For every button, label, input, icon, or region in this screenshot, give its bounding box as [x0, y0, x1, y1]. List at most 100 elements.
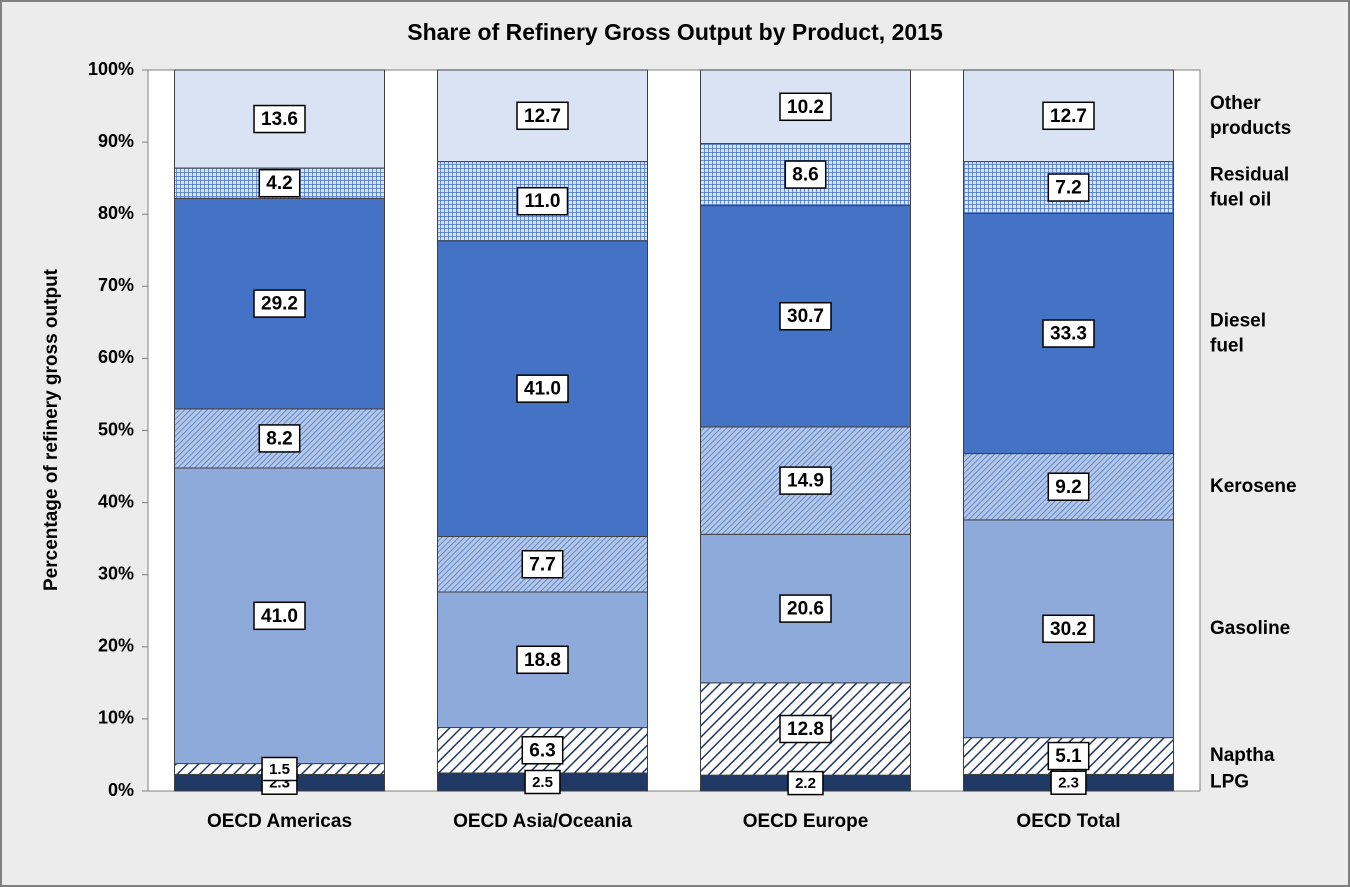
data-label: 2.2 [787, 770, 824, 796]
data-label-text: 30.7 [787, 306, 824, 327]
legend-label: Gasoline [1210, 618, 1290, 639]
data-label: 4.2 [258, 168, 301, 198]
data-label-text: 8.2 [266, 428, 292, 449]
data-label-box [253, 601, 306, 631]
data-label-box [1047, 741, 1090, 771]
data-label-box [779, 301, 832, 331]
data-label: 11.0 [516, 186, 569, 216]
data-label: 1.5 [261, 756, 298, 782]
data-label-text: 14.9 [787, 471, 824, 492]
data-label: 30.7 [779, 301, 832, 331]
data-label-box [1050, 770, 1087, 795]
data-label: 30.2 [1042, 614, 1095, 644]
data-label-text: 4.2 [266, 173, 292, 194]
data-label: 13.6 [253, 104, 306, 134]
data-label-text: 2.5 [532, 774, 553, 791]
data-label-box [516, 374, 569, 403]
data-label-box [516, 645, 569, 675]
data-label-box [521, 736, 564, 765]
data-label: 33.3 [1042, 319, 1095, 348]
chart-title: Share of Refinery Gross Output by Produc… [407, 19, 943, 45]
data-label-text: 29.2 [261, 294, 298, 315]
data-label-box [261, 756, 298, 782]
legend-label: Other products [1210, 93, 1291, 139]
y-tick-label: 10% [98, 708, 134, 728]
data-label-text: 6.3 [529, 740, 555, 761]
data-label-text: 9.2 [1055, 477, 1081, 498]
x-tick-label: OECD Asia/Oceania [453, 811, 632, 832]
y-tick-label: 100% [88, 59, 134, 79]
y-axis-title: Percentage of refinery gross output [41, 268, 62, 591]
data-label: 2.5 [524, 769, 561, 795]
data-label-box [253, 289, 306, 318]
legend-label: Naptha [1210, 745, 1275, 766]
data-label: 12.7 [1042, 101, 1095, 131]
data-label: 5.1 [1047, 741, 1090, 771]
data-label-box [779, 714, 832, 744]
x-tick-label: OECD Europe [743, 811, 869, 832]
y-tick-label: 30% [98, 563, 134, 583]
x-tick-label: OECD Americas [207, 811, 352, 832]
data-label-box [1042, 614, 1095, 644]
data-label-box [258, 424, 301, 453]
data-label-text: 2.3 [1058, 775, 1079, 792]
data-label-text: 20.6 [787, 599, 824, 620]
data-label: 20.6 [779, 594, 832, 623]
data-label-box [1047, 173, 1090, 202]
data-label-text: 1.5 [269, 761, 290, 778]
data-label-box [779, 92, 832, 122]
data-label-box [516, 186, 569, 216]
y-tick-label: 80% [98, 203, 134, 223]
data-label-box [779, 594, 832, 623]
data-label-box [779, 466, 832, 495]
data-label-text: 13.6 [261, 109, 298, 130]
data-label-box [784, 160, 827, 189]
data-label-text: 5.1 [1055, 746, 1082, 767]
data-label-text: 18.8 [524, 650, 561, 671]
data-label-box [1042, 101, 1095, 131]
data-label-box [787, 770, 824, 796]
data-label: 8.6 [784, 160, 827, 189]
y-tick-label: 50% [98, 419, 134, 439]
x-tick-label: OECD Total [1016, 811, 1120, 832]
data-label-box [253, 104, 306, 134]
y-tick-label: 60% [98, 347, 134, 367]
y-tick-label: 20% [98, 636, 134, 656]
data-label-text: 41.0 [524, 379, 561, 400]
data-label-box [516, 101, 569, 131]
legend-label: Residual fuel oil [1210, 165, 1289, 211]
data-label: 10.2 [779, 92, 832, 122]
legend-label: Diesel fuel [1210, 311, 1266, 357]
data-label-text: 12.8 [787, 719, 824, 740]
data-label-text: 41.0 [261, 606, 298, 627]
data-label-box [1042, 319, 1095, 348]
data-label-text: 7.2 [1055, 178, 1081, 199]
data-label: 18.8 [516, 645, 569, 675]
data-label: 12.8 [779, 714, 832, 744]
data-label-box [521, 549, 564, 579]
data-label: 8.2 [258, 424, 301, 453]
y-tick-label: 90% [98, 131, 134, 151]
data-label-box [258, 168, 301, 198]
data-label-text: 10.2 [787, 97, 824, 118]
data-label: 9.2 [1047, 472, 1090, 501]
data-label: 29.2 [253, 289, 306, 318]
data-label: 14.9 [779, 466, 832, 495]
data-label-box [524, 769, 561, 795]
data-label: 7.7 [521, 549, 564, 579]
legend-label: Kerosene [1210, 476, 1297, 497]
y-tick-label: 70% [98, 275, 134, 295]
y-tick-label: 40% [98, 491, 134, 511]
data-label: 6.3 [521, 736, 564, 765]
data-label-text: 12.7 [1050, 106, 1087, 127]
data-label-box [1047, 472, 1090, 501]
data-label-text: 30.2 [1050, 619, 1087, 640]
data-label: 2.3 [1050, 770, 1087, 795]
y-tick-label: 0% [108, 780, 134, 800]
data-label-text: 11.0 [525, 191, 561, 212]
data-label: 7.2 [1047, 173, 1090, 202]
data-label-text: 8.6 [792, 165, 818, 186]
legend-label: LPG [1210, 772, 1249, 793]
data-label-text: 33.3 [1050, 324, 1087, 345]
